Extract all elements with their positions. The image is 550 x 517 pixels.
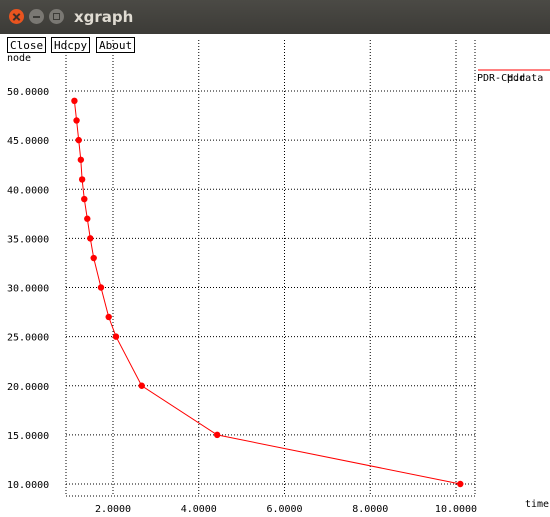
about-button[interactable]: About (96, 37, 136, 53)
data-point (87, 235, 94, 242)
window-minimize-icon[interactable] (29, 9, 44, 24)
y-tick-label: 20.0000 (7, 382, 49, 393)
window-close-icon[interactable] (9, 9, 24, 24)
hdcpy-button[interactable]: Hdcpy (51, 37, 91, 53)
y-tick-labels: 10.0000 15.0000 20.0000 25.0000 30.0000 35.00… (7, 87, 49, 491)
y-tick-label: 35.0000 (7, 234, 49, 245)
y-axis-label: node (7, 53, 31, 64)
xgraph-window: Close Hdcpy About 2.0000 4.0000 6.0000 8.00… (0, 34, 550, 517)
chart-area: 2.0000 4.0000 6.0000 8.0000 10.0000 10.00001… (7, 40, 550, 515)
data-point (84, 215, 91, 222)
data-point (97, 284, 105, 291)
data-point (75, 136, 82, 144)
x-tick-label: 2.0000 (95, 504, 131, 515)
close-button[interactable]: Close (7, 37, 47, 53)
x-tick-label: 10.0000 (435, 504, 477, 515)
data-point (105, 313, 112, 321)
data-point (81, 195, 88, 203)
data-point (78, 176, 86, 183)
x-tick-labels: 2.0000 4.0000 6.0000 8.0000 10.0000 (95, 504, 477, 515)
data-point (138, 382, 145, 389)
x-tick-label: 4.0000 (181, 504, 217, 515)
data-point (112, 333, 120, 340)
y-tick-label: 30.0000 (7, 284, 49, 295)
data-point (213, 431, 221, 439)
x-tick-label: 8.0000 (352, 504, 388, 515)
x-axis-label: time (525, 499, 549, 510)
chart-title: pdr (507, 73, 525, 84)
data-point (457, 480, 464, 488)
data-point (73, 117, 80, 124)
legend-label: PDR-CH.data (477, 73, 543, 84)
data-point (77, 156, 85, 163)
window-title: xgraph (74, 8, 134, 26)
y-tick-label: 45.0000 (7, 136, 49, 147)
y-tick-label: 40.0000 (7, 185, 49, 196)
window-titlebar: xgraph (0, 0, 550, 34)
window-maximize-icon[interactable] (49, 9, 64, 24)
grid-lines (65, 40, 476, 497)
y-tick-label: 10.0000 (7, 480, 49, 491)
y-tick-label: 25.0000 (7, 333, 49, 344)
data-point (90, 254, 97, 262)
series-points (71, 97, 464, 488)
series-line (73, 100, 461, 485)
x-tick-label: 6.0000 (266, 504, 302, 515)
y-tick-label: 15.0000 (7, 431, 49, 442)
y-tick-label: 50.0000 (7, 87, 49, 98)
data-point (71, 97, 78, 105)
